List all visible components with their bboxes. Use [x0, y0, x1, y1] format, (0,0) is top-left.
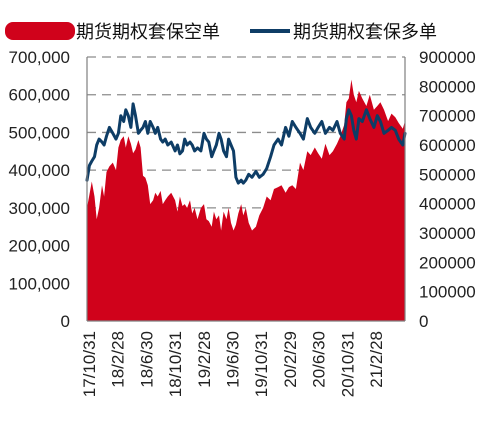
legend-swatch-short — [5, 22, 75, 40]
x-axis-ticks: 17/10/31 18/2/28 18/6/30 18/10/31 19/2/28 19/… — [80, 331, 386, 397]
left-tick-label: 700,000 — [9, 48, 70, 67]
x-tick-label: 19/10/31 — [252, 331, 271, 397]
left-tick-label: 0 — [61, 312, 70, 331]
x-tick-label: 18/6/30 — [137, 331, 156, 388]
left-tick-label: 500,000 — [9, 123, 70, 142]
right-axis-ticks: 0 100000 200000 300000 400000 500000 600000 700… — [419, 48, 476, 331]
x-tick-label: 18/2/28 — [109, 331, 128, 388]
right-tick-label: 100000 — [419, 283, 476, 302]
legend: 期货期权套保空单 期货期权套保多单 — [5, 22, 437, 43]
x-tick-label: 20/10/31 — [338, 331, 357, 397]
left-tick-label: 300,000 — [9, 199, 70, 218]
x-tick-label: 20/6/30 — [310, 331, 329, 388]
x-tick-label: 21/2/28 — [367, 331, 386, 388]
legend-label-long: 期货期权套保多单 — [293, 22, 437, 43]
right-tick-label: 800000 — [419, 77, 476, 96]
legend-label-short: 期货期权套保空单 — [76, 22, 220, 43]
right-tick-label: 700000 — [419, 107, 476, 126]
right-tick-label: 200000 — [419, 253, 476, 272]
left-tick-label: 600,000 — [9, 86, 70, 105]
short-series-area-group — [87, 79, 405, 321]
x-tick-label: 17/10/31 — [80, 331, 99, 397]
x-tick-label: 18/10/31 — [166, 331, 185, 397]
long-series-line — [85, 102, 407, 185]
right-tick-label: 0 — [419, 312, 428, 331]
right-tick-label: 300000 — [419, 224, 476, 243]
x-tick-label: 19/6/30 — [224, 331, 243, 388]
plot-frame — [86, 57, 406, 322]
right-tick-label: 400000 — [419, 195, 476, 214]
left-tick-label: 100,000 — [9, 274, 70, 293]
left-tick-label: 400,000 — [9, 161, 70, 180]
right-tick-label: 500000 — [419, 165, 476, 184]
right-tick-label: 900000 — [419, 48, 476, 67]
x-tick-label: 20/2/29 — [281, 331, 300, 388]
left-tick-label: 200,000 — [9, 237, 70, 256]
right-tick-label: 600000 — [419, 136, 476, 155]
short-series-area — [87, 79, 405, 321]
left-axis-ticks: 0 100,000 200,000 300,000 400,000 500,000 600,… — [9, 48, 70, 331]
long-series-line-group — [85, 102, 407, 185]
x-tick-label: 19/2/28 — [195, 331, 214, 388]
